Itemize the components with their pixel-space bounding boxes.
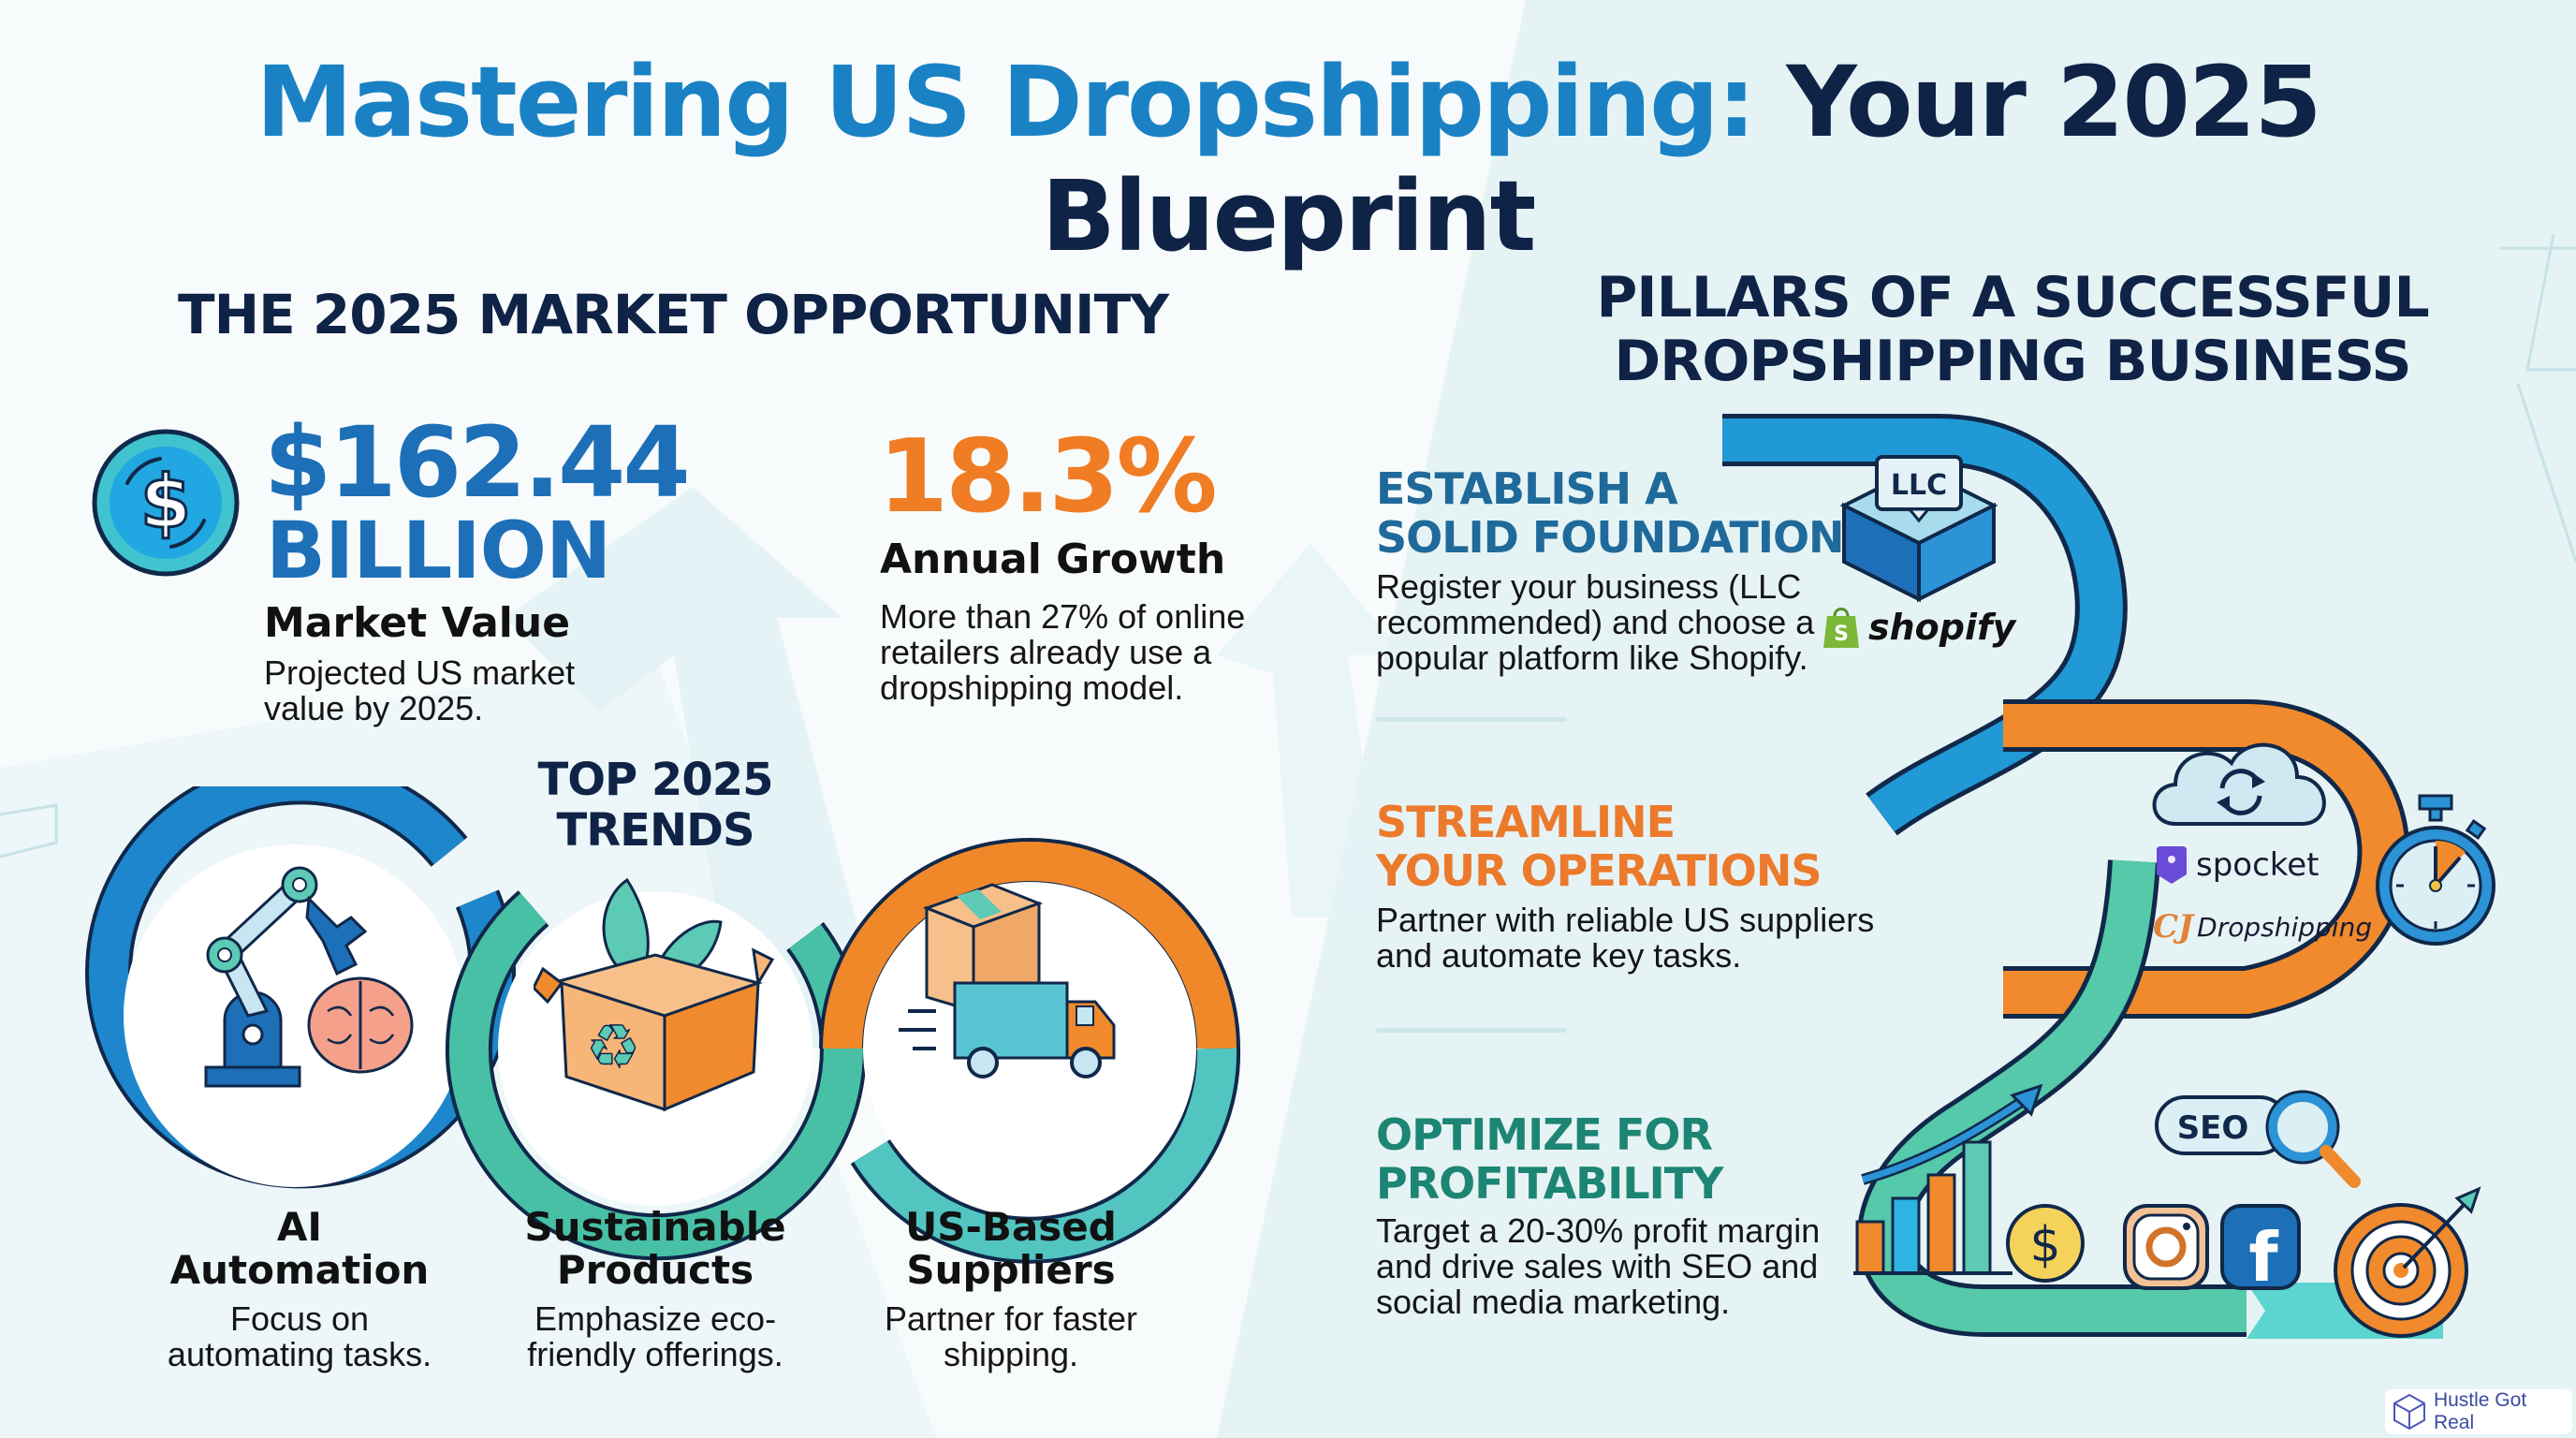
pillar-title-operations: STREAMLINE YOUR OPERATIONS: [1376, 797, 1822, 896]
trend-title-sustainable: Sustainable Products: [524, 1204, 786, 1293]
spocket-icon: [2157, 846, 2187, 884]
svg-text:LLC: LLC: [1891, 469, 1947, 502]
svg-text:$: $: [2029, 1217, 2060, 1273]
instagram-icon: [2123, 1204, 2209, 1290]
market-value-label: Market Value: [264, 599, 571, 647]
pillar-desc-profitability: Target a 20-30% profit margin and drive …: [1376, 1211, 1821, 1321]
pillar-title-profitability: OPTIMIZE FOR PROFITABILITY: [1376, 1109, 1723, 1209]
robot-arm-brain-icon: [204, 866, 414, 1088]
growth-description: More than 27% of online retailers alread…: [880, 597, 1246, 707]
cube-logo-icon: [2393, 1393, 2425, 1431]
trend-title-ai: AI Automation: [169, 1204, 430, 1293]
svg-text:♻: ♻: [586, 1013, 639, 1082]
divider: [1376, 1028, 1567, 1033]
watermark-badge: Hustle Got Real: [2385, 1389, 2572, 1434]
llc-box-icon: LLC: [1839, 455, 1998, 603]
trends-heading: TOP 2025 TRENDS: [537, 754, 773, 857]
title-part-2: Your 2025 Blueprint: [1041, 45, 2322, 273]
svg-text:$: $: [140, 461, 191, 545]
svg-text:f: f: [2248, 1218, 2278, 1292]
trend-desc-us-suppliers: Partner for faster shipping.: [884, 1299, 1138, 1373]
pillar-desc-operations: Partner with reliable US suppliers and a…: [1376, 901, 1875, 975]
trend-desc-sustainable: Emphasize eco- friendly offerings.: [527, 1299, 783, 1373]
page-title: Mastering US Dropshipping: Your 2025 Blu…: [0, 45, 2576, 273]
market-value-unit: BILLION: [266, 505, 611, 596]
stopwatch-icon: [2376, 794, 2496, 946]
spocket-logo: spocket: [2155, 846, 2320, 884]
growth-label: Annual Growth: [880, 536, 1226, 583]
eco-box-icon: ♻: [534, 877, 775, 1112]
pillars-heading: PILLARS OF A SUCCESSFUL DROPSHIPPING BUS…: [1596, 265, 2429, 394]
title-part-1: Mastering US Dropshipping:: [256, 45, 1756, 159]
delivery-truck-icon: [899, 883, 1116, 1078]
cj-dropshipping-logo: CJ Dropshipping: [2153, 908, 2373, 946]
trend-title-us-suppliers: US-Based Suppliers: [905, 1204, 1117, 1293]
shopify-bag-icon: S: [1823, 608, 1859, 648]
market-value-description: Projected US market value by 2025.: [264, 653, 576, 727]
pillar-title-foundation: ESTABLISH A SOLID FOUNDATION: [1376, 463, 1845, 563]
svg-text:SEO: SEO: [2177, 1109, 2249, 1147]
seo-search-icon: SEO: [2155, 1090, 2361, 1188]
target-icon: [2334, 1186, 2481, 1338]
growth-chart-icon: $: [1853, 1083, 2085, 1283]
pillars-path: [1722, 414, 2443, 1339]
divider: [1376, 717, 1567, 722]
pillar-desc-foundation: Register your business (LLC recommended)…: [1376, 567, 1815, 677]
growth-amount: 18.3%: [878, 418, 1218, 536]
cloud-sync-icon: [2152, 742, 2326, 826]
market-heading: THE 2025 MARKET OPPORTUNITY: [178, 283, 1169, 346]
watermark-label: Hustle Got Real: [2433, 1389, 2527, 1433]
shopify-logo: S shopify: [1822, 605, 2015, 650]
trend-rings: [85, 786, 1241, 1264]
trend-desc-ai: Focus on automating tasks.: [167, 1299, 432, 1373]
svg-text:S: S: [1834, 623, 1849, 646]
market-value-amount: $162.44: [264, 405, 691, 520]
facebook-icon: f: [2220, 1204, 2301, 1292]
dollar-coin-icon: $: [92, 429, 240, 577]
